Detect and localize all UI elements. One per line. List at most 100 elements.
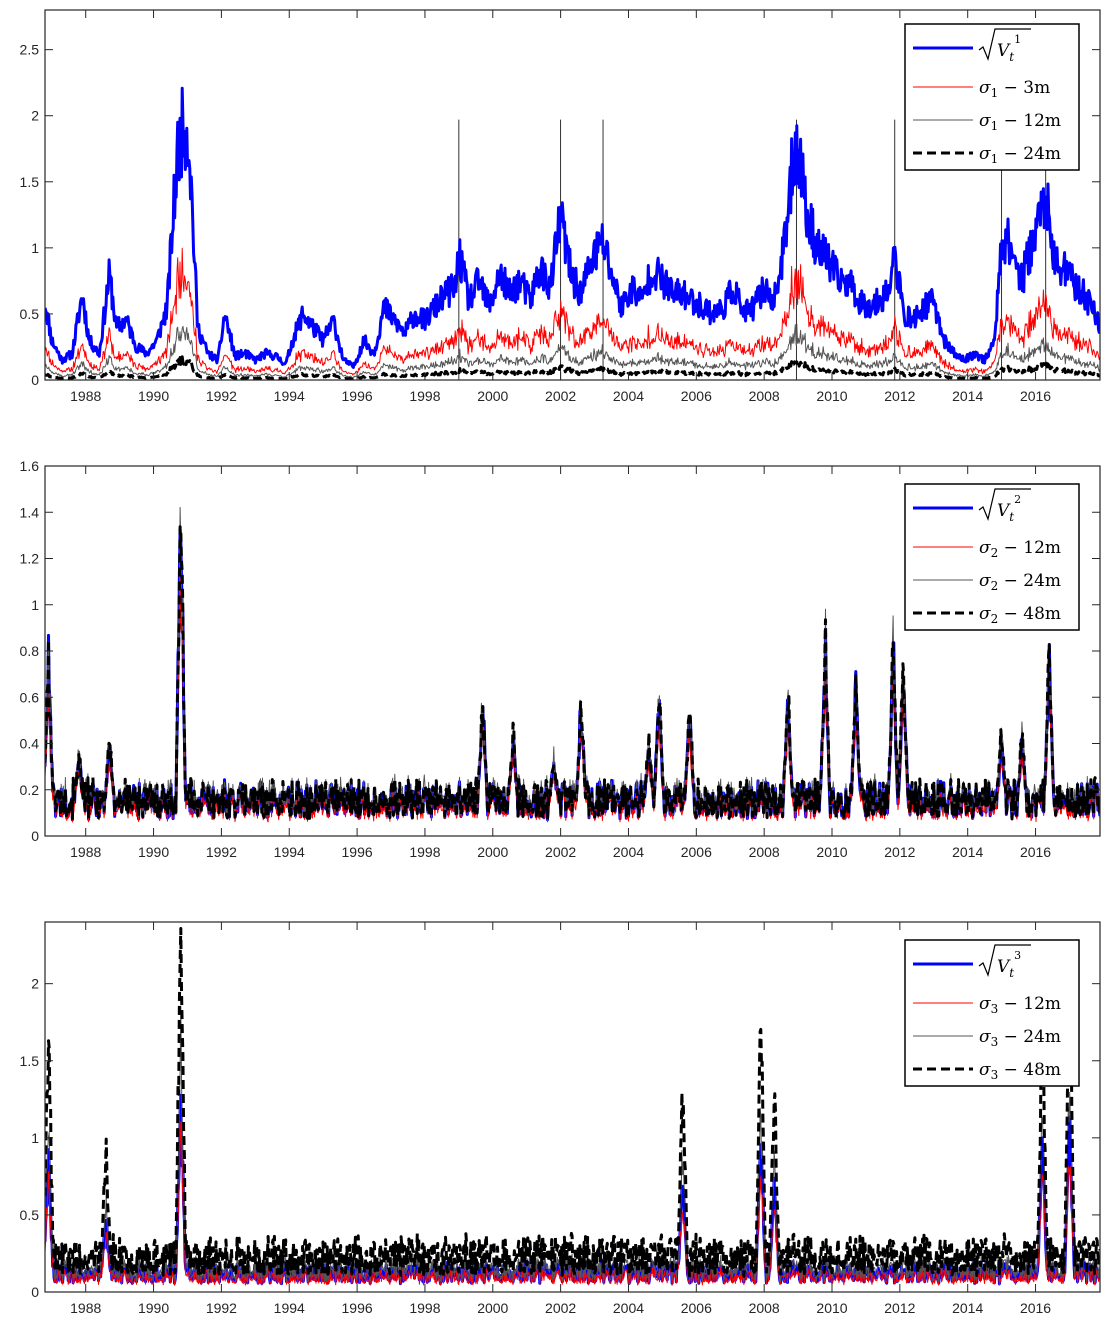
legend-label: σ2 − 12m xyxy=(979,538,1061,560)
x-tick-label: 1996 xyxy=(342,844,373,860)
axes-box xyxy=(44,9,1101,381)
legend-label-sub: 1 xyxy=(991,86,999,100)
legend-label: σ1 − 3m xyxy=(979,78,1050,100)
y-tick-label: 1.5 xyxy=(20,1053,40,1069)
x-tick-label: 2016 xyxy=(1020,388,1051,404)
series-line-4 xyxy=(45,525,1100,821)
legend-label-sub: 3 xyxy=(991,1002,999,1016)
x-tick-label: 1988 xyxy=(70,388,101,404)
legend-label-rest: − 12m xyxy=(998,994,1061,1014)
legend-label-rest: − 48m xyxy=(998,604,1061,624)
y-tick-label: 1.6 xyxy=(20,458,40,474)
x-tick-label: 2014 xyxy=(952,844,983,860)
legend-label-sub: 2 xyxy=(991,579,999,593)
y-tick-label: 1 xyxy=(31,597,39,613)
legend-label-rest: − 3m xyxy=(998,78,1050,98)
series-line-1 xyxy=(45,86,1100,369)
legend-label-sub: 3 xyxy=(991,1035,999,1049)
x-tick-label: 2010 xyxy=(816,1300,847,1316)
x-tick-label: 1990 xyxy=(138,388,169,404)
plot-area xyxy=(45,927,1100,1286)
x-tick-label: 1996 xyxy=(342,388,373,404)
x-tick-label: 2006 xyxy=(681,1300,712,1316)
legend-label-sup: 2 xyxy=(1014,493,1021,506)
legend-label-rest: − 48m xyxy=(998,1060,1061,1080)
legend-label-sub: 3 xyxy=(991,1068,999,1082)
series-line-4 xyxy=(45,927,1100,1278)
legend-sqrt-sign xyxy=(978,28,1031,61)
y-tick-label: 1.5 xyxy=(20,174,40,190)
x-tick-label: 2004 xyxy=(613,1300,644,1316)
x-tick-label: 1996 xyxy=(342,1300,373,1316)
series-line-3 xyxy=(45,323,1100,379)
x-tick-label: 1988 xyxy=(70,844,101,860)
x-tick-label: 2008 xyxy=(749,1300,780,1316)
x-tick-label: 1990 xyxy=(138,1300,169,1316)
x-tick-label: 1992 xyxy=(206,1300,237,1316)
legend-label-sub: 2 xyxy=(991,612,999,626)
y-tick-label: 0 xyxy=(31,372,39,388)
y-tick-label: 1 xyxy=(31,240,39,256)
legend-label: σ2 − 48m xyxy=(979,604,1061,626)
x-tick-label: 1990 xyxy=(138,844,169,860)
plot-area xyxy=(45,506,1100,823)
y-tick-label: 0.8 xyxy=(20,643,40,659)
x-tick-label: 1998 xyxy=(409,388,440,404)
x-tick-label: 2014 xyxy=(952,388,983,404)
legend-label: σ1 − 24m xyxy=(979,144,1061,166)
legend-label-sup: 3 xyxy=(1014,949,1021,962)
legend-label: σ1 − 12m xyxy=(979,111,1061,133)
x-tick-label: 2010 xyxy=(816,388,847,404)
x-tick-label: 1994 xyxy=(274,388,305,404)
panel-3: 0 0.5 1 1.5 2 1988 1990 1992 1994 1996 1998 2000 200… xyxy=(20,921,1101,1316)
y-tick-label: 0.5 xyxy=(20,306,40,322)
legend-label-sub: 1 xyxy=(991,152,999,166)
x-tick-label: 2002 xyxy=(545,844,576,860)
x-tick-label: 2004 xyxy=(613,388,644,404)
x-tick-label: 2012 xyxy=(884,844,915,860)
legend-label-sub: t xyxy=(1009,510,1014,524)
x-tick-label: 2014 xyxy=(952,1300,983,1316)
x-tick-label: 2006 xyxy=(681,844,712,860)
y-tick-label: 0 xyxy=(31,828,39,844)
x-tick-label: 1988 xyxy=(70,1300,101,1316)
y-tick-label: 2 xyxy=(31,976,39,992)
legend-label: σ3 − 12m xyxy=(979,994,1061,1016)
legend-label-sup: 1 xyxy=(1014,33,1021,46)
x-tick-label: 2012 xyxy=(884,388,915,404)
x-tick-label: 2006 xyxy=(681,388,712,404)
legend-label-rest: − 12m xyxy=(998,111,1061,131)
legend-label-rest: − 12m xyxy=(998,538,1061,558)
y-tick-label: 0 xyxy=(31,1284,39,1300)
legend-label-sub: t xyxy=(1009,966,1014,980)
legend-label-sub: t xyxy=(1009,50,1014,64)
panel-1: 0 0.5 1 1.5 2 2.5 1988 1990 1992 1994 1996 1998 2000… xyxy=(20,9,1101,404)
panel-2: 0 0.2 0.4 0.6 0.8 1 1.2 1.4 1.6 1988 1990 1992 1994 1… xyxy=(20,458,1101,860)
x-tick-label: 1998 xyxy=(409,1300,440,1316)
x-tick-label: 2016 xyxy=(1020,844,1051,860)
x-tick-label: 1992 xyxy=(206,388,237,404)
y-tick-label: 0.6 xyxy=(20,689,40,705)
y-tick-label: 0.4 xyxy=(20,736,40,752)
series-line-2 xyxy=(45,247,1100,376)
series-line-4 xyxy=(45,355,1100,380)
y-tick-label: 1.4 xyxy=(20,504,40,520)
x-tick-label: 2000 xyxy=(477,388,508,404)
x-tick-label: 2010 xyxy=(816,844,847,860)
x-tick-label: 2002 xyxy=(545,1300,576,1316)
x-tick-label: 2004 xyxy=(613,844,644,860)
legend-label: σ3 − 24m xyxy=(979,1027,1061,1049)
legend-sqrt-sign xyxy=(978,488,1031,521)
x-tick-label: 1998 xyxy=(409,844,440,860)
axes-box xyxy=(44,921,1101,1293)
y-tick-label: 1.2 xyxy=(20,551,40,567)
x-tick-label: 2008 xyxy=(749,388,780,404)
legend-label-sub: 2 xyxy=(991,546,999,560)
legend-label-sub: 1 xyxy=(991,119,999,133)
y-tick-label: 1 xyxy=(31,1130,39,1146)
x-tick-label: 2012 xyxy=(884,1300,915,1316)
